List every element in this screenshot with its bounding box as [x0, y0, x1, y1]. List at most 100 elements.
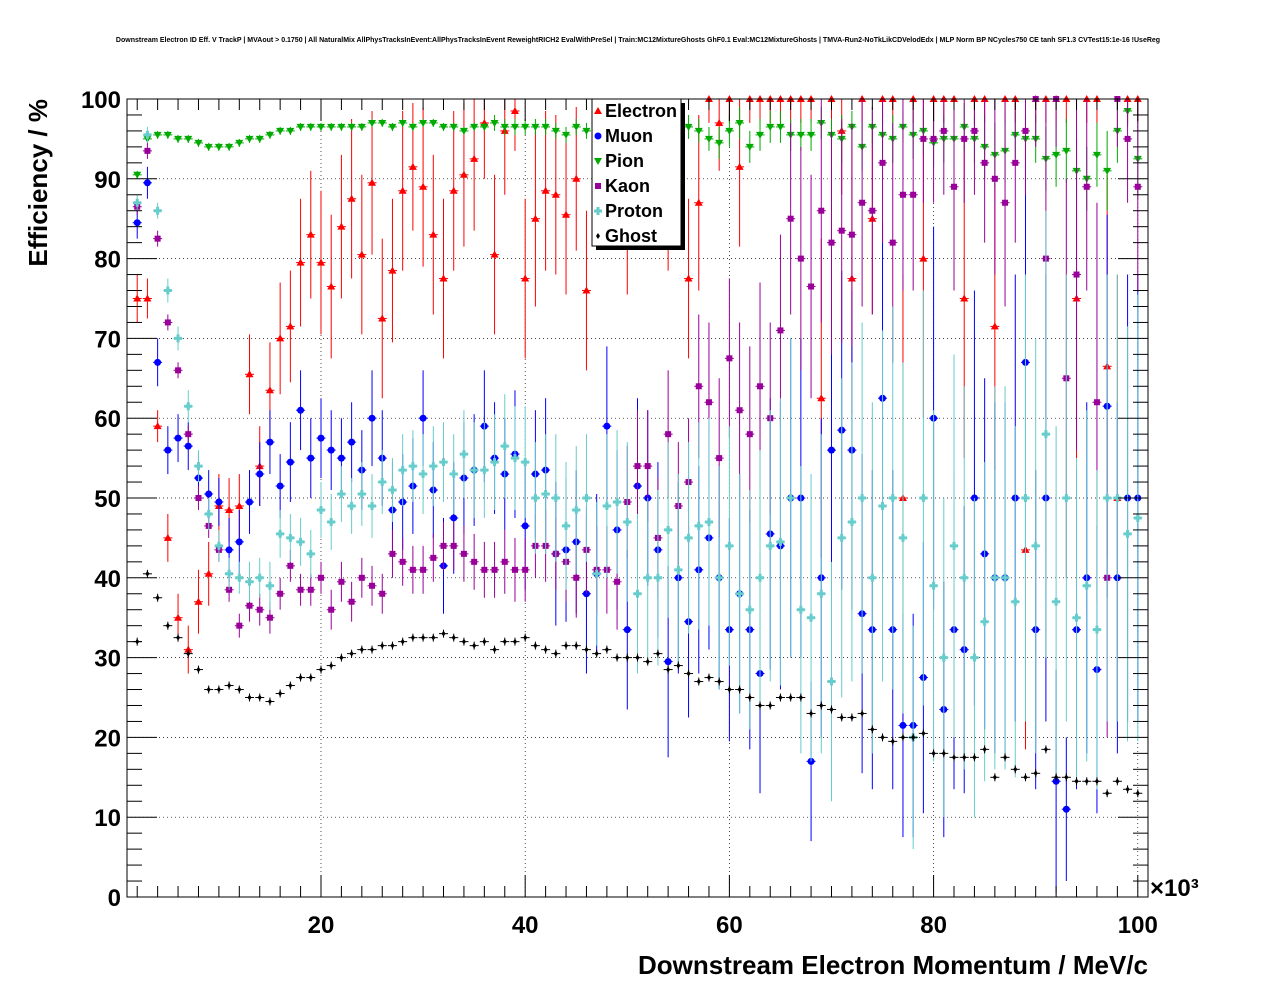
kaon-point [399, 558, 406, 565]
electron-point [531, 214, 540, 222]
proton-point [827, 677, 836, 686]
pion-point [174, 135, 183, 143]
proton-point [378, 478, 387, 487]
proton-point [276, 529, 285, 538]
proton-point [858, 494, 867, 502]
pion-point [766, 123, 775, 131]
kaon-point [848, 231, 855, 238]
kaon-point [757, 383, 764, 390]
proton-point [357, 490, 366, 499]
ghost-point [992, 774, 997, 781]
ghost-point [860, 710, 865, 717]
pion-point [163, 131, 172, 139]
kaon-point [736, 407, 743, 414]
muon-point [337, 454, 345, 462]
kaon-point [317, 574, 324, 581]
ghost-point [788, 694, 793, 701]
pion-point [1052, 151, 1061, 159]
pion-point [745, 143, 754, 151]
ghost-point [431, 634, 436, 641]
kaon-point [420, 566, 427, 573]
ghost-point [655, 650, 660, 657]
kaon-point [777, 327, 784, 334]
ghost-point [717, 678, 722, 685]
kaon-point [460, 550, 467, 557]
ghost-point [380, 642, 385, 649]
kaon-point [797, 255, 804, 262]
proton-point [1072, 613, 1081, 622]
proton-point [235, 573, 244, 582]
proton-point [388, 486, 397, 495]
kaon-point [430, 554, 437, 561]
pion-point [316, 123, 325, 131]
proton-point [398, 466, 407, 475]
pion-point [572, 123, 581, 131]
ghost-point [492, 646, 497, 653]
proton-point [490, 458, 499, 467]
proton-point [735, 589, 744, 598]
pion-point [684, 123, 693, 131]
ghost-series [132, 569, 1143, 798]
ghost-point [1054, 774, 1059, 781]
pion-point [286, 127, 295, 135]
kaon-point [328, 606, 335, 613]
pion-point [582, 127, 591, 135]
pion-point [245, 135, 254, 143]
pion-point [184, 135, 193, 143]
kaon-point [1012, 159, 1019, 166]
proton-point [868, 573, 877, 582]
y-tick-label: 40 [94, 566, 121, 593]
legend-entries: Electron Muon Pion Kaon Proton Ghost [594, 101, 677, 246]
ghost-point [758, 702, 763, 709]
proton-point [582, 494, 591, 502]
kaon-point [369, 582, 376, 589]
proton-point [613, 497, 622, 506]
electron-point [337, 222, 346, 230]
proton-point [796, 605, 805, 614]
electron-point [378, 314, 387, 322]
pion-point [429, 119, 438, 127]
ghost-point [400, 638, 405, 645]
kaon-point [828, 239, 835, 246]
ghost-point [349, 650, 354, 657]
ghost-point [227, 682, 232, 689]
kaon-point [695, 383, 702, 390]
kaon-point [981, 159, 988, 166]
kaon-point [920, 135, 927, 142]
muon-point [827, 446, 835, 454]
pion-point [735, 119, 744, 127]
kaon-point [307, 586, 314, 593]
proton-point [347, 501, 356, 510]
pion-point [225, 143, 234, 151]
kaon-point [389, 550, 396, 557]
proton-point [674, 565, 683, 574]
legend-marker-ghost [596, 233, 600, 239]
ghost-point [267, 698, 272, 705]
ghost-point [778, 694, 783, 701]
ghost-point [512, 638, 517, 645]
proton-point [807, 613, 816, 622]
proton-point [133, 198, 142, 207]
electron-point [235, 501, 244, 509]
proton-point [990, 573, 999, 582]
kaon-point [450, 542, 457, 549]
ghost-point [706, 674, 711, 681]
pion-point [725, 127, 734, 135]
pion-point [378, 119, 387, 127]
legend-box [591, 98, 682, 247]
x-tick-label: 20 [308, 912, 335, 939]
proton-point [715, 573, 724, 582]
pion-point [368, 119, 377, 127]
muon-point [664, 658, 672, 666]
electron-point [990, 322, 999, 330]
ghost-point [1084, 778, 1089, 785]
pion-point [388, 123, 397, 131]
muon-point [348, 438, 356, 446]
electron-point [817, 394, 826, 402]
proton-point [1041, 430, 1050, 439]
proton-point [602, 501, 611, 510]
kaon-point [787, 215, 794, 222]
kaon-point [154, 235, 161, 242]
proton-point [1103, 494, 1112, 502]
electron-point [562, 210, 571, 218]
